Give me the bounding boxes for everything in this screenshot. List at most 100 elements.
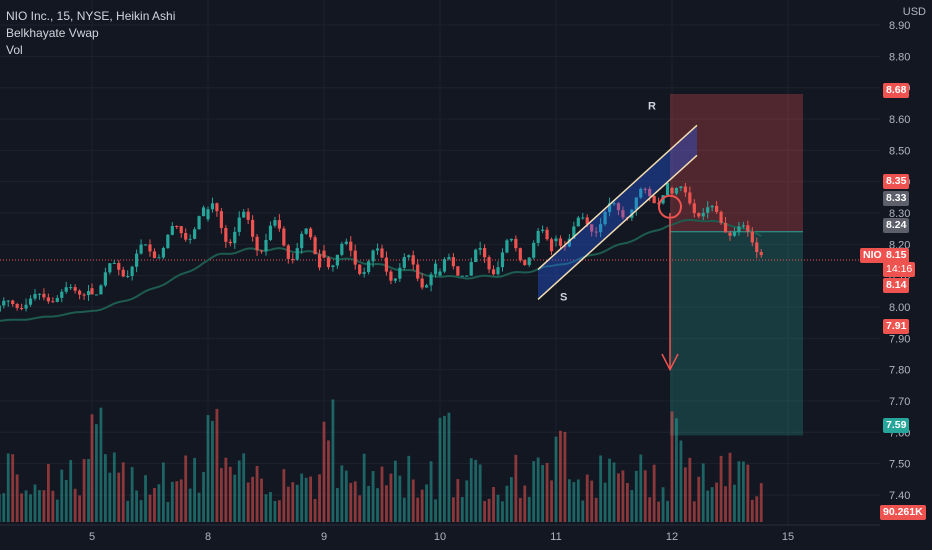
volume-label[interactable]: Vol [6,43,23,57]
candle-body [201,207,206,217]
volume-bar [255,465,259,522]
volume-bar [666,500,669,522]
symbol-tag: NIO [860,248,885,263]
candle-body [295,248,299,260]
channel-top [537,124,698,270]
candle-body [590,224,594,232]
volume-bar [599,455,603,522]
candle-body [411,255,415,265]
volume-bar [130,467,134,522]
volume-bar [78,495,82,522]
volume-bar [402,497,406,522]
volume-bar [509,477,513,522]
candle-body [24,304,28,309]
volume-bar [460,497,464,522]
y-tick-label: 7.70 [889,396,910,408]
candle-body [603,211,607,225]
volume-bar [425,484,429,522]
volume-bar [309,476,313,522]
candle-body [219,211,223,228]
candle-body [384,257,389,272]
volume-bar [300,473,304,522]
volume-bar [108,472,112,522]
candle-body [166,234,170,248]
candle-body [179,226,183,234]
candle-body [90,288,94,295]
volume-bar [554,436,558,522]
y-tick-label: 8.80 [889,51,910,63]
vwap-lines [0,218,762,322]
candle-body [255,236,259,251]
volume-bar [246,482,250,522]
volume-bar [161,462,165,522]
candle-body [487,257,491,270]
volume-bar [434,499,437,522]
y-tick-label: 8.90 [889,20,910,32]
volume-bar [60,469,64,522]
candle-body [304,228,308,234]
candle-body [161,247,165,258]
volume-bar [144,475,147,522]
volume-bar [277,500,281,522]
candle-body [197,216,201,230]
candle-body [130,266,134,277]
volume-bar [416,497,420,522]
candle-body [175,226,179,228]
volume-bar [121,462,125,522]
candle-body [237,217,241,232]
x-tick-label: 12 [666,531,678,543]
candle-body [447,257,451,260]
candle-body [549,239,554,252]
volume-bar [184,455,188,522]
candle-body [313,237,317,255]
symbol-title[interactable]: NIO Inc., 15, NYSE, Heikin Ashi [6,9,176,23]
candle-body [594,231,598,233]
candle-body [509,238,513,241]
candle-body [563,245,567,247]
candle-body [425,285,429,288]
x-tick-label: 9 [321,531,327,543]
volume-bar [335,488,339,522]
volume-bar [550,480,553,522]
y-tick-label: 7.90 [889,333,910,345]
candle-body [2,300,6,306]
volume-bar [536,457,540,522]
x-tick-label: 15 [782,531,794,543]
candle-body [697,213,701,217]
candle-body [37,293,42,295]
candles [0,181,763,312]
candle-body [755,242,759,253]
candle-body [558,238,563,246]
candle-body [674,187,679,194]
candle-body [402,257,406,268]
candle-body [331,265,335,268]
volume-bar [219,468,223,522]
candle-body [94,294,99,296]
candle-body [465,275,469,277]
candle-body [82,294,86,296]
candle-body [251,219,255,237]
candle-body [375,248,380,251]
volume-bar [474,459,478,522]
indicator-label[interactable]: Belkhayate Vwap [6,26,99,40]
candle-body [585,217,589,225]
candle-body [393,278,397,281]
target-arrow-head [661,353,679,372]
volume-bar [95,424,98,522]
volume-bar [55,499,59,522]
candle-body [456,266,460,276]
candle-body [286,245,290,259]
candle-body [572,226,576,239]
candle-body [491,269,496,275]
volume-bar [456,479,460,522]
volume-bar [741,461,745,522]
candle-body [20,307,24,309]
currency-label[interactable]: USD [902,6,926,18]
volume-bar [675,418,678,522]
candle-body [157,257,161,259]
volume-bar [20,493,24,522]
candle-body [282,228,286,246]
candle-body [69,287,73,289]
candle-body [103,272,107,286]
